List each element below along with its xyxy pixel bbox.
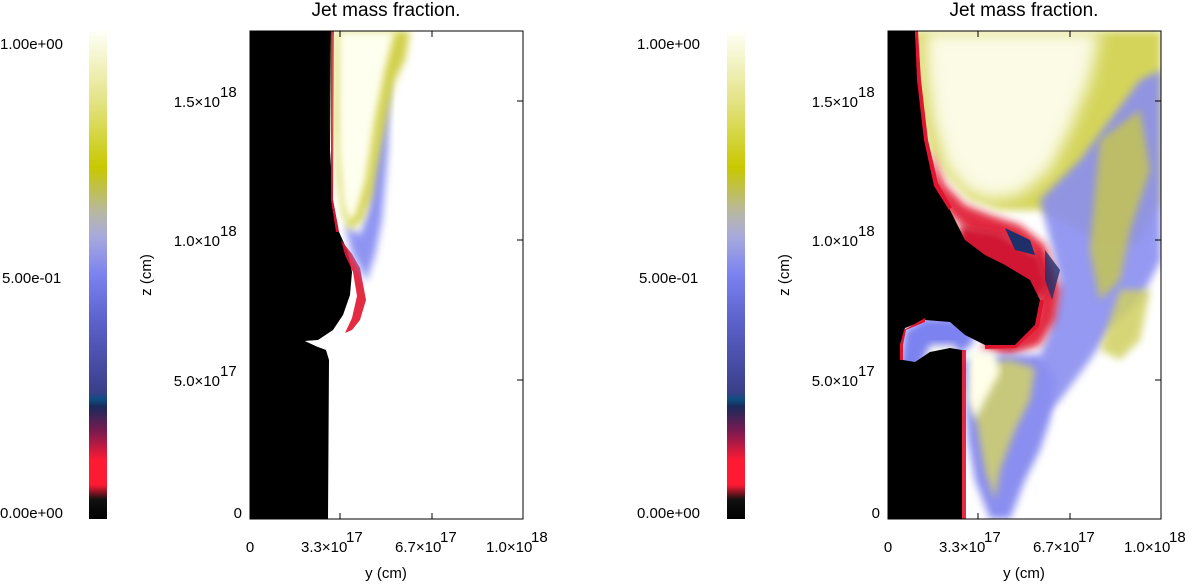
left-colorbar-label-max: 1.00e+00 (0, 36, 63, 53)
left-y-tick-label: 1.0×10 (174, 233, 220, 250)
left-y-tick-label: 0 (234, 505, 242, 522)
right-y-tick-label: 0 (872, 505, 880, 522)
left-plot-title: Jet mass fraction. (312, 0, 461, 21)
left-x-tick-label: 3.3×10 (301, 539, 347, 556)
left-x-tick-exp: 17 (440, 529, 457, 546)
right-plot-title: Jet mass fraction. (950, 0, 1099, 21)
left-x-tick-label: 6.7×10 (395, 539, 441, 556)
left-x-tick-exp: 18 (531, 529, 548, 546)
right-y-tick-label: 1.0×10 (812, 233, 858, 250)
left-panel: 1.00e+00 5.00e-01 0.00e+00 Jet mass frac… (0, 0, 548, 582)
left-y-tick-label: 5.0×10 (174, 373, 220, 390)
right-colorbar-label-mid: 5.00e-01 (639, 270, 698, 287)
left-heatmap-image (250, 31, 523, 519)
left-y-ticks: 0 5.0×10 17 1.0×10 18 1.5×10 18 (174, 84, 523, 522)
left-x-tick-label: 1.0×10 (486, 539, 532, 556)
right-colorbar-label-min: 0.00e+00 (637, 505, 700, 522)
right-colorbar (727, 31, 745, 519)
left-x-axis-label: y (cm) (365, 565, 407, 582)
right-colorbar-label-max: 1.00e+00 (637, 36, 700, 53)
left-plot-frame (249, 30, 524, 520)
left-x-tick-exp: 17 (346, 529, 363, 546)
left-colorbar-labels: 1.00e+00 5.00e-01 0.00e+00 (0, 36, 63, 522)
left-y-tick-exp: 17 (220, 363, 237, 380)
left-y-tick-exp: 18 (220, 223, 237, 240)
right-plot-frame (887, 30, 1162, 520)
right-x-tick-exp: 18 (1169, 529, 1186, 546)
right-x-ticks: 0 3.3×10 17 6.7×10 17 1.0×10 18 (884, 31, 1186, 556)
left-y-axis-label: z (cm) (138, 254, 155, 296)
left-colorbar-label-min: 0.00e+00 (0, 505, 63, 522)
left-y-tick-label: 1.5×10 (174, 94, 220, 111)
left-x-ticks: 0 3.3×10 17 6.7×10 17 1.0×10 18 (246, 31, 548, 556)
right-x-tick-label: 3.3×10 (939, 539, 985, 556)
right-colorbar-labels: 1.00e+00 5.00e-01 0.00e+00 (637, 36, 700, 522)
right-x-tick-label: 6.7×10 (1033, 539, 1079, 556)
right-y-tick-label: 1.5×10 (812, 94, 858, 111)
right-x-tick-label: 1.0×10 (1124, 539, 1170, 556)
right-y-axis-label: z (cm) (776, 254, 793, 296)
right-x-axis-label: y (cm) (1003, 565, 1045, 582)
right-panel: 1.00e+00 5.00e-01 0.00e+00 Jet mass frac… (637, 0, 1186, 582)
left-colorbar (89, 31, 107, 519)
right-heatmap-image (888, 31, 1161, 519)
left-colorbar-label-mid: 5.00e-01 (2, 270, 61, 287)
right-y-ticks: 0 5.0×10 17 1.0×10 18 1.5×10 18 (812, 84, 1161, 522)
right-x-tick-exp: 17 (1078, 529, 1095, 546)
right-y-tick-exp: 17 (858, 363, 875, 380)
right-x-tick-exp: 17 (984, 529, 1001, 546)
right-x-tick-label: 0 (884, 539, 892, 556)
right-y-tick-exp: 18 (858, 223, 875, 240)
right-y-tick-label: 5.0×10 (812, 373, 858, 390)
left-x-tick-label: 0 (246, 539, 254, 556)
right-y-tick-exp: 18 (858, 84, 875, 101)
left-y-tick-exp: 18 (220, 84, 237, 101)
